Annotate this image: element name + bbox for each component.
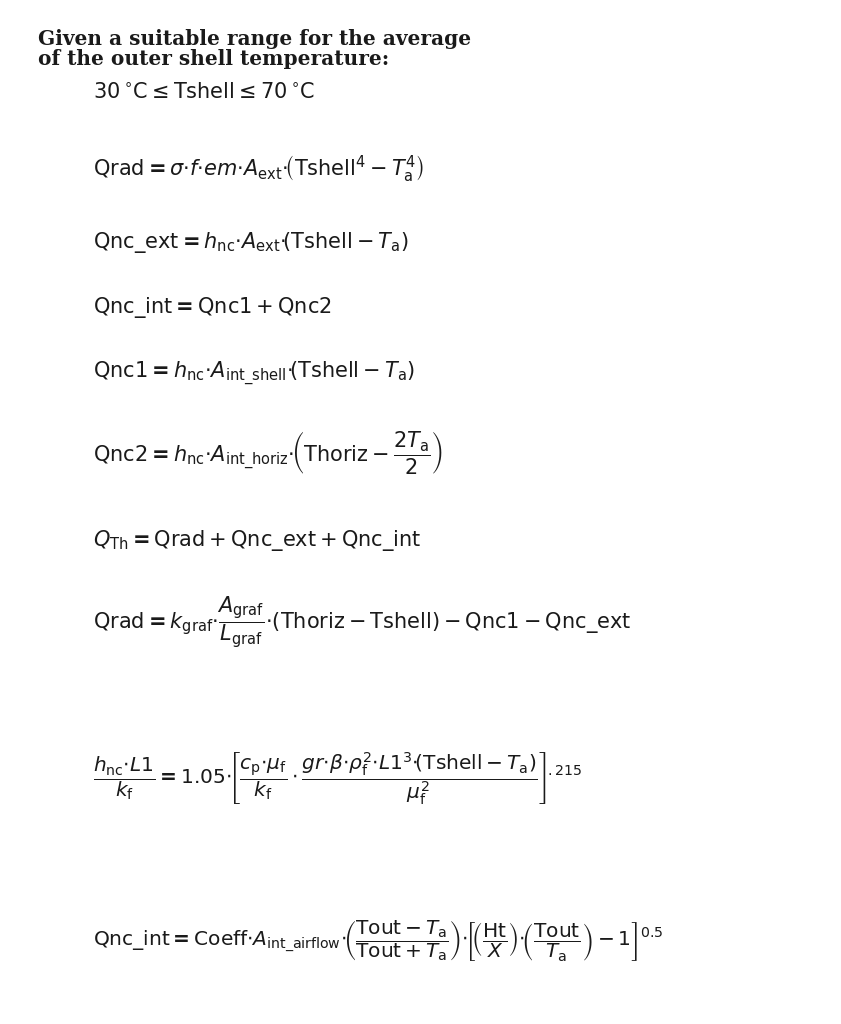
Text: Given a suitable range for the average: Given a suitable range for the average [38, 29, 471, 49]
Text: $\mathrm{Qnc\_ext} \mathbf{{=}} h_{\mathrm{nc}}{\cdot}A_{\mathrm{ext}}{\cdot}\!\: $\mathrm{Qnc\_ext} \mathbf{{=}} h_{\math… [93, 230, 408, 255]
Text: $\dfrac{h_{\mathrm{nc}}{\cdot}L1}{k_{\mathrm{f}}} \mathbf{{=}} 1.05{\cdot}\!\lef: $\dfrac{h_{\mathrm{nc}}{\cdot}L1}{k_{\ma… [93, 750, 582, 807]
Text: $\mathrm{Qnc1} \mathbf{{=}} h_{\mathrm{nc}}{\cdot}A_{\mathrm{int\_shell}}{\cdot}: $\mathrm{Qnc1} \mathbf{{=}} h_{\mathrm{n… [93, 359, 415, 388]
Text: $\mathrm{Qnc\_int} \mathbf{{=}} \mathrm{Qnc1} + \mathrm{Qnc2}$: $\mathrm{Qnc\_int} \mathbf{{=}} \mathrm{… [93, 295, 331, 319]
Text: $Q_{\mathrm{Th}} \mathbf{{=}} \mathrm{Qrad} + \mathrm{Qnc\_ext} + \mathrm{Qnc\_i: $Q_{\mathrm{Th}} \mathbf{{=}} \mathrm{Qr… [93, 528, 420, 553]
Text: $\mathrm{Qnc2} \mathbf{{=}} h_{\mathrm{nc}}{\cdot}A_{\mathrm{int\_horiz}}{\cdot}: $\mathrm{Qnc2} \mathbf{{=}} h_{\mathrm{n… [93, 429, 442, 476]
Text: $\mathrm{Qnc\_int} \mathbf{{=}} \mathrm{Coeff}{\cdot}A_{\mathrm{int\_airflow}}{\: $\mathrm{Qnc\_int} \mathbf{{=}} \mathrm{… [93, 918, 664, 963]
Text: $\mathrm{Qrad} \mathbf{{=}} \sigma{\cdot}f{\cdot}em{\cdot}A_{\mathrm{ext}}{\cdot: $\mathrm{Qrad} \mathbf{{=}} \sigma{\cdot… [93, 154, 423, 184]
Text: $\mathrm{Qrad} \mathbf{{=}} k_{\mathrm{graf}}{\cdot}\dfrac{A_{\mathrm{graf}}}{L_: $\mathrm{Qrad} \mathbf{{=}} k_{\mathrm{g… [93, 595, 631, 650]
Text: $30\,^{\circ}\mathrm{C} \leq \mathrm{Tshell} \leq 70\,^{\circ}\mathrm{C}$: $30\,^{\circ}\mathrm{C} \leq \mathrm{Tsh… [93, 82, 315, 102]
Text: of the outer shell temperature:: of the outer shell temperature: [38, 49, 389, 70]
